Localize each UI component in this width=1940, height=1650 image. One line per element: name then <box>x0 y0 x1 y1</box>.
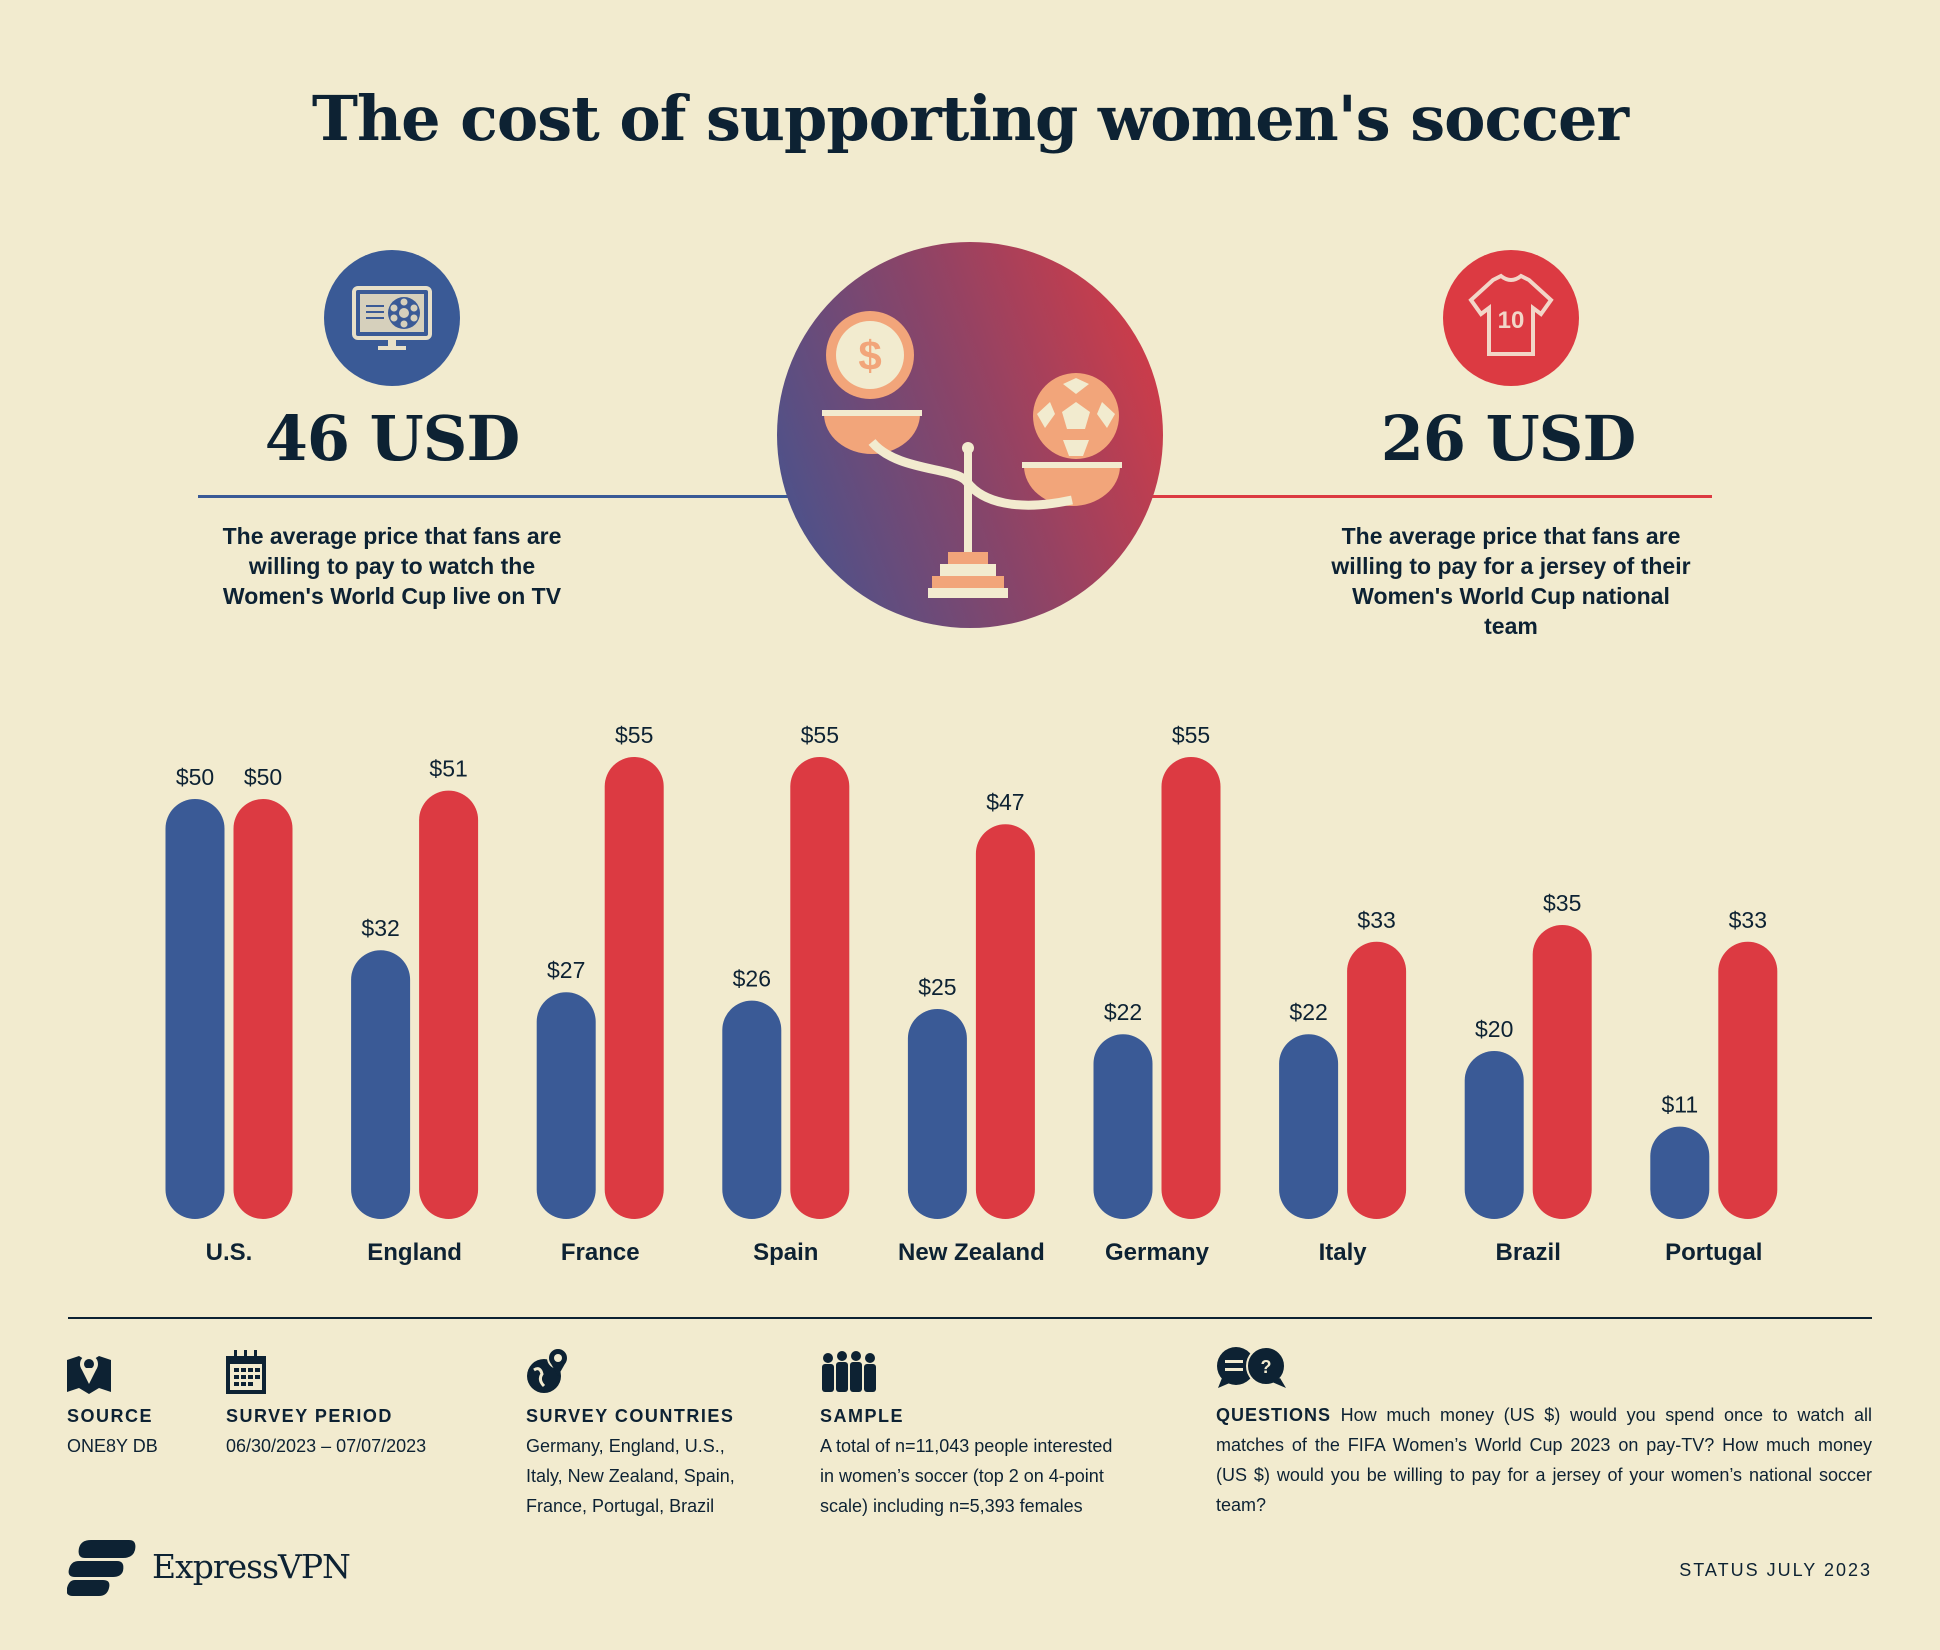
questions-text: How much money (US $) would you spend on… <box>1216 1405 1872 1515</box>
sample-line: in women’s soccer (top 2 on 4-point <box>820 1466 1104 1486</box>
footer-period: SURVEY PERIOD 06/30/2023 – 07/07/2023 <box>226 1406 426 1461</box>
desc-line: The average price that fans are <box>1341 523 1681 549</box>
desc-line: Women's World Cup national <box>1352 583 1670 609</box>
desc-line: willing to pay for a jersey of their <box>1331 553 1691 579</box>
desc-line: Women's World Cup live on TV <box>222 583 562 609</box>
bar-value-label: $55 <box>801 722 839 748</box>
bar-value-label: $22 <box>1104 999 1142 1025</box>
bar-tv <box>907 1009 967 1219</box>
footer-source: SOURCE ONE8Y DB <box>67 1406 158 1461</box>
bar-jersey <box>604 757 664 1219</box>
category-label: U.S. <box>206 1239 253 1266</box>
bar-value-label: $32 <box>361 915 399 941</box>
desc-line: willing to pay to watch the <box>248 553 536 579</box>
bar-jersey <box>790 757 850 1219</box>
category-label: New Zealand <box>898 1239 1045 1266</box>
brand-name: ExpressVPN <box>152 1547 351 1586</box>
bar-tv <box>1650 1126 1710 1219</box>
bar-chart: $50 $50 U.S. $32 $51 England $27 $55 France $26 $5… <box>165 722 1778 1266</box>
scale-illustration: $ <box>777 242 1163 628</box>
bar-value-label: $55 <box>615 722 653 748</box>
bar-jersey <box>1532 925 1592 1219</box>
countries-line: Italy, New Zealand, Spain, <box>526 1466 735 1486</box>
divider-right <box>1140 495 1712 498</box>
tv-price-value: 46 USD <box>264 402 520 475</box>
jersey-price-description: The average price that fans are willing … <box>1311 521 1711 641</box>
tv-icon-badge <box>324 250 460 386</box>
category-label: Brazil <box>1496 1239 1561 1266</box>
bar-value-label: $35 <box>1543 890 1581 916</box>
bar-tv <box>165 799 225 1219</box>
sample-line: scale) including n=5,393 females <box>820 1496 1083 1516</box>
tv-icon <box>352 286 432 350</box>
calendar-icon <box>226 1350 266 1394</box>
category-label: Spain <box>753 1239 818 1266</box>
bar-value-label: $55 <box>1172 722 1210 748</box>
category-label: Italy <box>1319 1239 1368 1266</box>
questions-title: QUESTIONS <box>1216 1405 1332 1425</box>
bar-tv <box>536 992 596 1219</box>
desc-line: team <box>1484 613 1538 639</box>
globe-pin-icon <box>527 1347 569 1393</box>
period-title: SURVEY PERIOD <box>226 1406 393 1426</box>
tv-price-description: The average price that fans are willing … <box>192 521 592 611</box>
category-label: Germany <box>1105 1239 1210 1266</box>
jersey-icon: 10 <box>1468 273 1554 356</box>
bar-value-label: $20 <box>1475 1016 1513 1042</box>
bar-jersey <box>1161 757 1221 1219</box>
bar-value-label: $47 <box>986 789 1024 815</box>
status-date: STATUS JULY 2023 <box>1679 1560 1872 1580</box>
bar-tv <box>351 950 411 1219</box>
scale-money-vs-soccer-ball-icon: $ <box>822 311 1122 598</box>
bar-jersey <box>975 824 1035 1219</box>
divider-left <box>198 495 798 498</box>
bar-tv <box>1093 1034 1153 1219</box>
people-group-icon <box>822 1351 876 1392</box>
sample-title: SAMPLE <box>820 1406 905 1426</box>
bar-value-label: $22 <box>1289 999 1327 1025</box>
countries-title: SURVEY COUNTRIES <box>526 1406 735 1426</box>
footer-countries: SURVEY COUNTRIES Germany, England, U.S.,… <box>526 1406 735 1521</box>
bar-value-label: $27 <box>547 957 585 983</box>
bar-jersey <box>1347 941 1407 1219</box>
jersey-price-value: 26 USD <box>1380 402 1636 475</box>
footer-questions: QUESTIONS How much money (US $) would yo… <box>1216 1400 1872 1520</box>
bar-value-label: $11 <box>1661 1092 1698 1118</box>
bar-value-label: $33 <box>1729 907 1767 933</box>
bar-value-label: $26 <box>733 966 771 992</box>
bar-tv <box>1464 1051 1524 1219</box>
countries-line: Germany, England, U.S., <box>526 1436 725 1456</box>
category-label: England <box>367 1239 462 1266</box>
jersey-icon-badge: 10 <box>1443 250 1579 386</box>
source-title: SOURCE <box>67 1406 154 1426</box>
svg-text:?: ? <box>1261 1357 1272 1377</box>
bar-jersey <box>1718 941 1778 1219</box>
bar-value-label: $33 <box>1357 907 1395 933</box>
countries-line: France, Portugal, Brazil <box>526 1496 715 1516</box>
svg-text:$: $ <box>858 332 881 379</box>
sample-line: A total of n=11,043 people interested <box>820 1436 1113 1456</box>
jersey-number: 10 <box>1498 307 1525 334</box>
expressvpn-logo-icon <box>67 1540 136 1596</box>
bar-jersey <box>419 790 479 1219</box>
page-title: The cost of supporting women's soccer <box>311 82 1629 155</box>
category-label: Portugal <box>1665 1239 1762 1266</box>
bar-value-label: $50 <box>244 764 282 790</box>
map-pin-icon <box>67 1355 111 1394</box>
bar-tv <box>1279 1034 1339 1219</box>
desc-line: The average price that fans are <box>222 523 562 549</box>
source-text: ONE8Y DB <box>67 1436 158 1456</box>
period-text: 06/30/2023 – 07/07/2023 <box>226 1436 427 1456</box>
footer-sample: SAMPLE A total of n=11,043 people intere… <box>820 1406 1112 1521</box>
bar-value-label: $51 <box>429 756 467 782</box>
bar-value-label: $50 <box>176 764 214 790</box>
bar-jersey <box>233 799 293 1219</box>
bar-value-label: $25 <box>918 974 956 1000</box>
footer-divider <box>68 1317 1872 1319</box>
category-label: France <box>561 1239 640 1266</box>
bar-tv <box>722 1000 782 1219</box>
questions-chat-icon: ? <box>1217 1346 1286 1388</box>
